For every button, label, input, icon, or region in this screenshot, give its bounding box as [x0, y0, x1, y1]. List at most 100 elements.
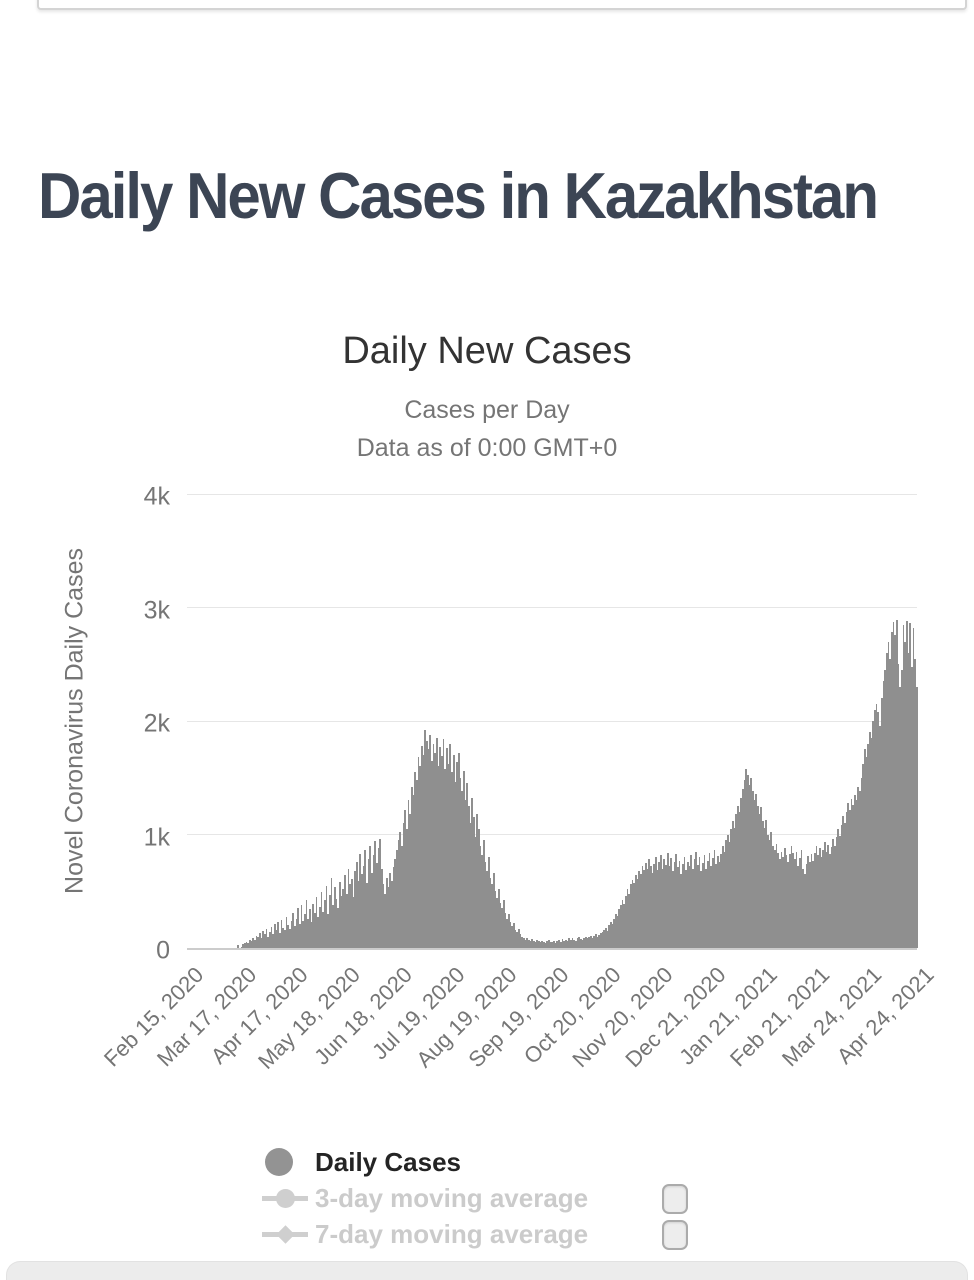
bar: [287, 925, 289, 948]
bar: [895, 620, 898, 948]
bar: [837, 828, 840, 948]
bar: [447, 764, 450, 948]
bar: [625, 895, 627, 948]
bar: [720, 853, 722, 948]
bar: [892, 622, 895, 948]
bar: [623, 903, 626, 948]
bar: [663, 859, 666, 948]
bar: [701, 862, 704, 948]
gridline-2k: [187, 721, 917, 722]
bar: [332, 904, 335, 948]
bar: [803, 874, 806, 948]
legend-item-daily-cases[interactable]: Daily Cases: [262, 1144, 742, 1180]
bar: [680, 874, 682, 948]
bar: [835, 836, 838, 948]
bar: [402, 823, 405, 948]
bar: [862, 764, 865, 948]
bar: [718, 861, 721, 948]
bar: [696, 865, 699, 948]
legend-item-3day-moving-average[interactable]: 3-day moving average: [262, 1180, 742, 1216]
bar: [523, 937, 525, 948]
bar: [752, 791, 754, 948]
bar: [283, 930, 286, 948]
bar: [553, 940, 555, 948]
bar: [377, 848, 380, 948]
bar: [827, 844, 829, 948]
bar: [675, 853, 677, 948]
y-tick-label: 4k: [143, 482, 170, 511]
bar: [635, 875, 637, 948]
bar: [730, 828, 733, 948]
bar: [840, 825, 843, 948]
bar: [290, 921, 293, 948]
3day-average-checkbox[interactable]: [662, 1184, 688, 1214]
bar: [496, 898, 498, 948]
bar: [912, 627, 915, 948]
bar: [464, 800, 467, 948]
bar: [466, 783, 468, 948]
bar: [808, 861, 811, 948]
bar: [638, 870, 641, 948]
bar: [359, 853, 361, 948]
bar: [536, 940, 539, 948]
bar: [302, 920, 305, 948]
bar: [278, 932, 281, 948]
bar: [330, 877, 333, 948]
bar: [417, 757, 420, 948]
bar: [457, 752, 460, 948]
bar: [295, 918, 298, 948]
bar: [723, 851, 726, 948]
bar: [543, 941, 545, 948]
bar: [767, 834, 769, 948]
bar: [907, 652, 910, 948]
bar: [884, 669, 886, 948]
bar: [556, 941, 559, 948]
bar: [620, 904, 622, 948]
bar: [880, 698, 883, 948]
bar: [852, 805, 855, 948]
bar: [822, 850, 824, 948]
bar: [823, 842, 826, 948]
bar: [700, 870, 702, 948]
bar: [671, 870, 674, 948]
bar: [608, 925, 610, 948]
bar: [436, 738, 438, 948]
bar: [787, 861, 789, 948]
bar: [650, 866, 652, 948]
daily-cases-bar-series: [187, 494, 918, 948]
page-title: Daily New Cases in Kazakhstan: [38, 159, 879, 233]
bar: [915, 686, 918, 948]
bar: [737, 806, 739, 948]
bar: [401, 845, 403, 948]
bar: [790, 845, 793, 948]
bar: [844, 823, 846, 948]
bar: [497, 888, 500, 948]
bar: [738, 811, 741, 948]
bar: [889, 658, 891, 948]
bar: [563, 940, 565, 948]
bar: [750, 777, 753, 948]
bar: [740, 798, 743, 948]
bar: [715, 864, 717, 948]
bar: [245, 941, 248, 948]
bar: [327, 913, 330, 948]
bar: [839, 835, 841, 948]
bar: [646, 868, 649, 948]
x-axis-line: [187, 948, 917, 950]
bar: [601, 931, 604, 948]
bar: [559, 941, 562, 948]
legend-item-7day-moving-average[interactable]: 7-day moving average: [262, 1216, 742, 1252]
bar: [442, 739, 445, 948]
bar: [514, 929, 517, 948]
bar: [593, 936, 595, 948]
bar: [518, 928, 520, 948]
bar: [568, 938, 570, 948]
bar: [581, 940, 584, 948]
bar: [780, 851, 783, 948]
legend-label-7day-average: 7-day moving average: [315, 1218, 589, 1249]
bar: [479, 845, 482, 948]
7day-average-checkbox[interactable]: [662, 1220, 688, 1250]
bar: [812, 860, 814, 948]
bar: [685, 869, 687, 948]
bar: [533, 940, 535, 948]
